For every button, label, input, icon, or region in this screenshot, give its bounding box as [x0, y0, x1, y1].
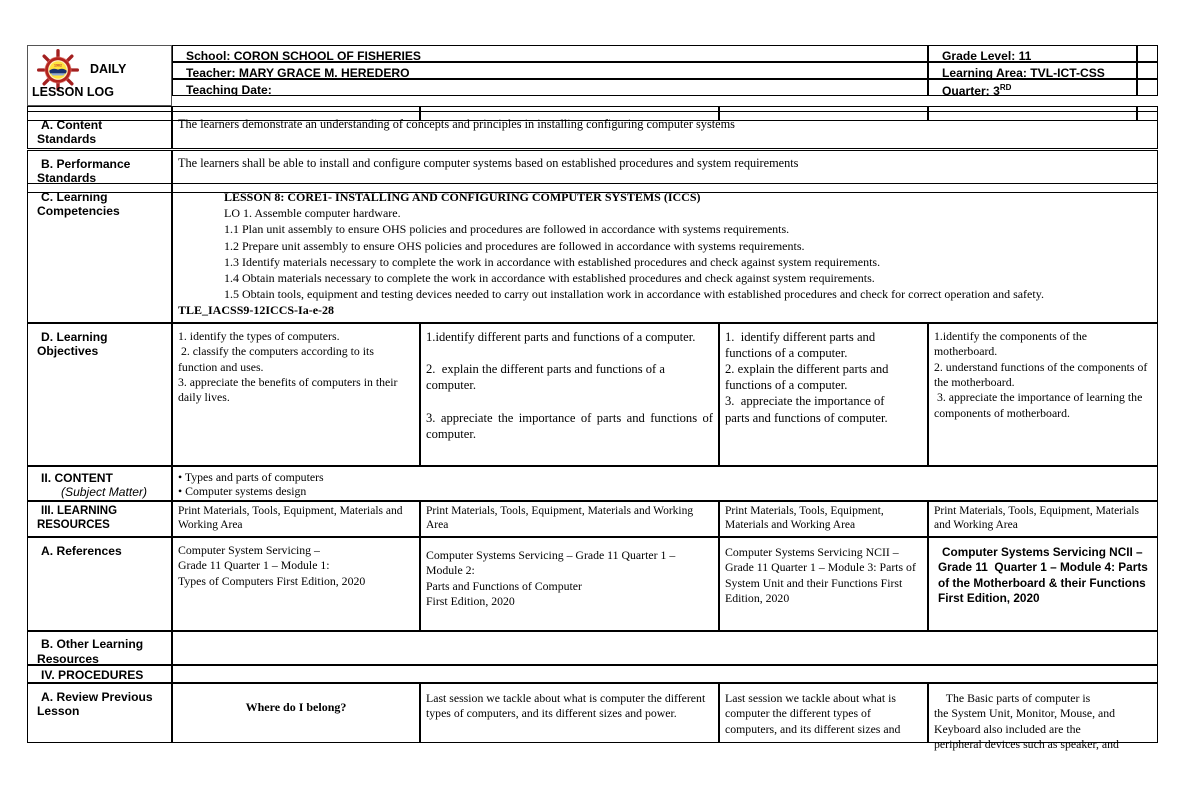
svg-text:1962: 1962 — [54, 64, 62, 68]
